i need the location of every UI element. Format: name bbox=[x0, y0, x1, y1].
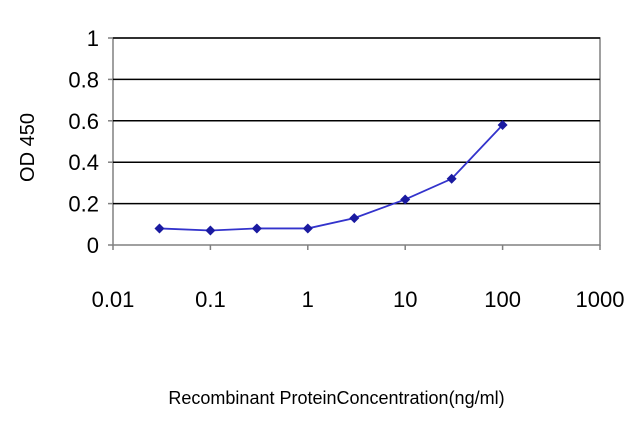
y-tick-label: 0.6 bbox=[68, 109, 99, 134]
y-axis-title: OD 450 bbox=[17, 113, 39, 182]
x-tick-label: 1 bbox=[302, 287, 314, 312]
data-point bbox=[205, 225, 216, 236]
data-point bbox=[446, 173, 457, 184]
gridlines bbox=[113, 37, 600, 205]
data-point bbox=[251, 223, 262, 234]
data-point bbox=[349, 213, 360, 224]
y-tick-label: 0.2 bbox=[68, 192, 99, 217]
data-point bbox=[302, 223, 313, 234]
data-point bbox=[154, 223, 165, 234]
series-group bbox=[154, 119, 508, 236]
y-tick-label: 1 bbox=[87, 26, 99, 51]
data-point bbox=[497, 119, 508, 130]
series-line bbox=[159, 124, 504, 232]
y-tick-label: 0.8 bbox=[68, 67, 99, 92]
x-tick-label: 1000 bbox=[576, 287, 625, 312]
y-tick-label: 0.4 bbox=[68, 150, 99, 175]
x-tick-label: 0.1 bbox=[195, 287, 226, 312]
y-axis-ticks: 0 0.2 0.4 0.6 0.8 1 bbox=[68, 26, 113, 258]
x-tick-label: 100 bbox=[484, 287, 521, 312]
x-axis-title: Recombinant ProteinConcentration(ng/ml) bbox=[168, 388, 504, 408]
x-axis-ticks: 0.01 0.1 1 10 100 1000 bbox=[92, 245, 625, 312]
x-tick-label: 10 bbox=[393, 287, 417, 312]
plot-area bbox=[112, 37, 601, 246]
y-tick-label: 0 bbox=[87, 233, 99, 258]
data-point bbox=[400, 194, 411, 205]
x-tick-label: 0.01 bbox=[92, 287, 135, 312]
